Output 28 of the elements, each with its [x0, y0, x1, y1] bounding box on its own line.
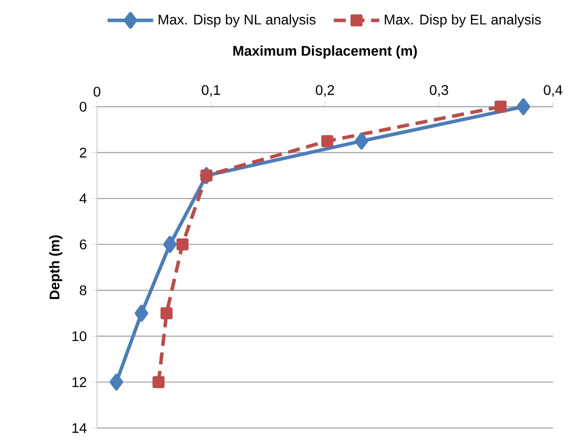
- y-tick-label: 4: [79, 194, 87, 204]
- point: [354, 132, 368, 150]
- x-tick-label: 0,2: [316, 85, 334, 97]
- y-tick-label: 2: [80, 148, 86, 158]
- point: [200, 170, 212, 182]
- y-axis-title: Depth (m): [49, 235, 62, 300]
- y-tick-label: 0: [80, 102, 86, 112]
- point: [321, 135, 334, 148]
- x-tick-label: 0,1: [202, 85, 220, 97]
- point: [134, 304, 148, 322]
- point: [163, 236, 177, 253]
- x-tick-label: 0,4: [544, 85, 562, 97]
- legend-label: Max. Disp by EL analysis: [384, 14, 541, 28]
- point: [160, 307, 173, 320]
- y-tick-label: 10: [72, 331, 86, 342]
- x-tick-label: 0,3: [430, 85, 448, 97]
- x-tick-label: 0: [94, 86, 100, 97]
- point: [152, 376, 165, 388]
- y-tick-label: 6: [80, 239, 86, 250]
- y-tick-label: 12: [72, 377, 86, 387]
- point: [110, 374, 124, 390]
- y-tick-label: 14: [72, 423, 87, 433]
- point: [494, 100, 507, 113]
- legend-label: Max. Disp by NL analysis: [158, 14, 316, 28]
- point: [176, 238, 189, 250]
- point: [516, 98, 530, 116]
- y-tick-label: 8: [80, 285, 86, 296]
- x-axis-title: Maximum Displacement (m): [233, 46, 417, 59]
